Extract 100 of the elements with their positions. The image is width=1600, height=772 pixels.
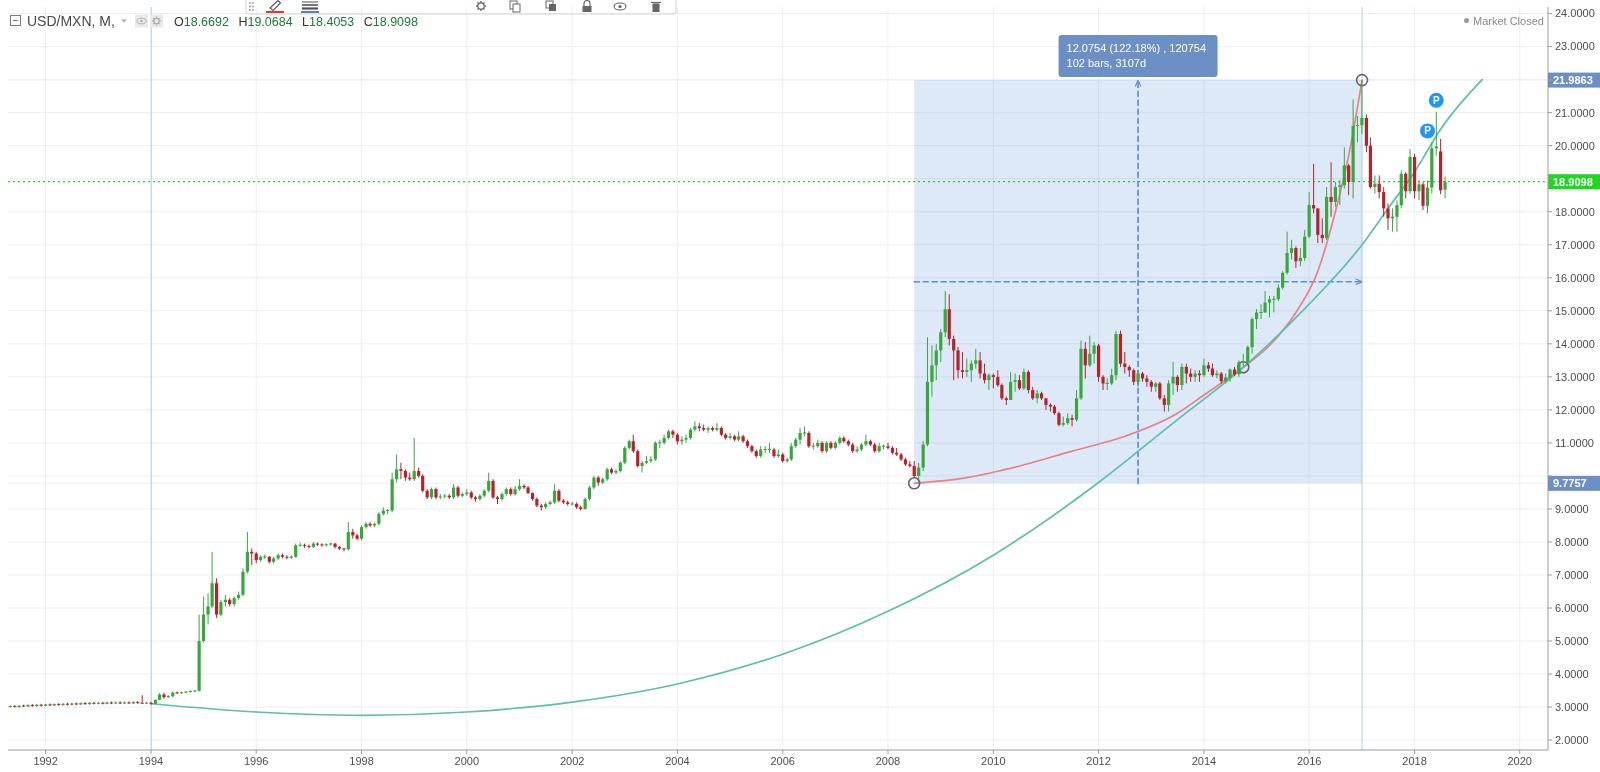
candlestick bbox=[1101, 374, 1105, 391]
candlestick bbox=[364, 521, 368, 530]
candlestick bbox=[1158, 381, 1162, 401]
candlestick bbox=[333, 542, 337, 550]
candlestick bbox=[1425, 179, 1430, 214]
candlestick bbox=[965, 358, 969, 378]
candlestick bbox=[623, 445, 627, 465]
candlestick bbox=[324, 542, 328, 548]
candlestick bbox=[421, 473, 425, 493]
candlestick bbox=[245, 531, 250, 574]
candlestick bbox=[956, 346, 960, 379]
x-tick-label: 1996 bbox=[243, 755, 269, 767]
y-tick-label: 7.0000 bbox=[1555, 568, 1589, 581]
annotation: P bbox=[1424, 125, 1432, 137]
candlestick bbox=[1377, 174, 1381, 200]
candlestick bbox=[412, 437, 416, 482]
candlestick bbox=[395, 453, 399, 484]
y-tick-label: 15.0000 bbox=[1555, 304, 1595, 317]
candlestick bbox=[653, 440, 657, 462]
candlestick bbox=[1136, 369, 1140, 388]
candlestick bbox=[1246, 344, 1250, 365]
y-tick-label: 9.0000 bbox=[1555, 502, 1589, 515]
annotation: 12.0754 (122.18%) , 120754 102 bars, 3107d bbox=[1066, 42, 1207, 70]
candlestick bbox=[636, 449, 640, 469]
y-tick-label: 23.0000 bbox=[1555, 40, 1595, 53]
candlestick bbox=[1259, 303, 1263, 320]
candlestick bbox=[728, 432, 732, 441]
candlestick bbox=[1443, 175, 1447, 199]
candlestick bbox=[346, 521, 350, 552]
candlestick bbox=[1347, 163, 1351, 196]
candlestick bbox=[487, 472, 491, 493]
candlestick bbox=[399, 462, 403, 480]
candlestick bbox=[671, 429, 675, 439]
annotation: Market Closed bbox=[1473, 14, 1544, 27]
candlestick bbox=[917, 462, 921, 484]
candlestick bbox=[1404, 171, 1408, 200]
candlestick bbox=[491, 478, 495, 500]
candlestick bbox=[974, 348, 978, 370]
candlestick bbox=[798, 427, 802, 446]
candlestick bbox=[614, 468, 618, 475]
candlestick bbox=[789, 442, 793, 462]
candlestick bbox=[930, 344, 934, 398]
y-tick-label: 4.0000 bbox=[1555, 667, 1589, 680]
x-tick-label: 2006 bbox=[770, 755, 795, 767]
candlestick bbox=[285, 554, 289, 560]
candlestick bbox=[649, 455, 653, 464]
y-tick-label: 24.0000 bbox=[1555, 7, 1595, 20]
candlestick bbox=[548, 500, 552, 507]
y-tick-label: 20.0000 bbox=[1555, 139, 1595, 152]
candlestick bbox=[1285, 231, 1289, 275]
line-series bbox=[150, 78, 1483, 717]
candlestick bbox=[1202, 358, 1206, 378]
x-tick-label: 2008 bbox=[875, 755, 901, 767]
y-tick-label: 3.0000 bbox=[1555, 700, 1589, 713]
x-tick-label: 2012 bbox=[1086, 755, 1111, 767]
text: O18.6692 H19.0684 L18.4053 C18.9098 bbox=[174, 15, 418, 29]
y-tick-label: 18.0000 bbox=[1555, 205, 1595, 218]
x-tick-label: 2016 bbox=[1296, 755, 1322, 767]
candlestick bbox=[855, 445, 859, 454]
candlestick bbox=[864, 434, 868, 447]
candlestick bbox=[1303, 229, 1307, 262]
text: USD/MXN, M, bbox=[27, 13, 115, 29]
candlestick bbox=[478, 493, 482, 502]
point bbox=[907, 477, 921, 490]
candlestick bbox=[1184, 363, 1188, 384]
candlestick bbox=[1434, 111, 1438, 157]
candlestick bbox=[1360, 79, 1364, 135]
x-tick-label: 2004 bbox=[665, 755, 690, 767]
candlestick bbox=[631, 434, 635, 454]
x-tick-label: 2002 bbox=[559, 755, 585, 767]
y-tick-label: 14.0000 bbox=[1555, 337, 1595, 350]
candlestick bbox=[1180, 363, 1184, 391]
candlestick bbox=[1167, 379, 1171, 413]
candlestick bbox=[241, 567, 245, 597]
candlestick bbox=[1386, 202, 1390, 231]
candlestick bbox=[1092, 341, 1096, 365]
candlestick bbox=[921, 440, 925, 472]
candlestick bbox=[1074, 389, 1079, 422]
candlestick bbox=[934, 343, 938, 381]
candlestick bbox=[978, 351, 982, 379]
x-tick-label: 2010 bbox=[981, 755, 1006, 767]
candlestick bbox=[802, 425, 807, 437]
candlestick bbox=[1338, 179, 1342, 206]
annotation: P bbox=[1432, 94, 1440, 106]
candlestick bbox=[1070, 414, 1074, 427]
y-tick-label: 9.7757 bbox=[1553, 477, 1587, 490]
candlestick bbox=[706, 425, 710, 434]
candlestick bbox=[1421, 181, 1425, 211]
candlestick bbox=[1013, 373, 1017, 393]
candlestick bbox=[908, 460, 912, 469]
candlestick bbox=[1294, 245, 1298, 269]
candlestick bbox=[1267, 295, 1272, 318]
candlestick bbox=[1355, 115, 1360, 143]
y-tick-label: 5.0000 bbox=[1555, 634, 1589, 647]
y-tick-label: 13.0000 bbox=[1555, 370, 1595, 383]
candlestick bbox=[1026, 369, 1030, 394]
candlestick bbox=[960, 351, 965, 379]
candlestick bbox=[162, 692, 166, 700]
y-tick-label: 2.0000 bbox=[1555, 733, 1589, 746]
y-tick-label: 21.0000 bbox=[1555, 106, 1595, 119]
